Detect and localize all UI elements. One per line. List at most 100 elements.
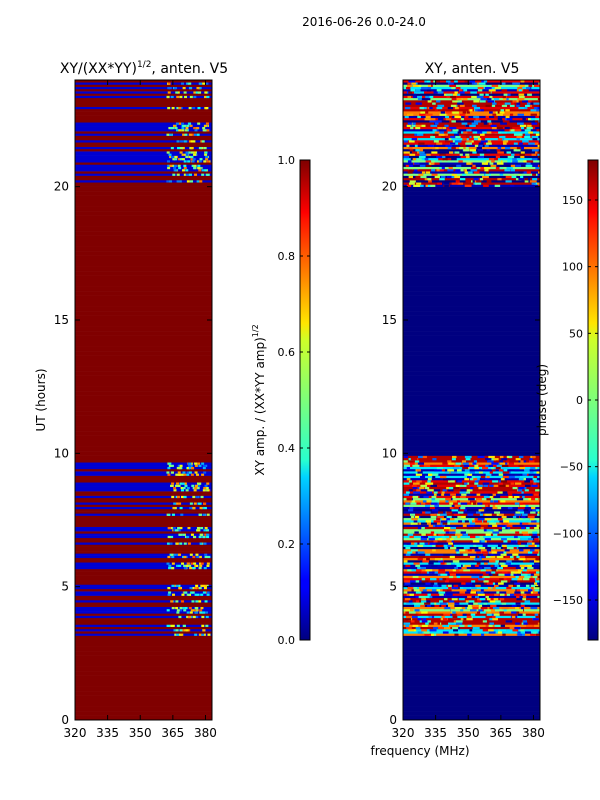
- heatmap-cell: [528, 122, 532, 125]
- heatmap-cell: [515, 575, 519, 579]
- heatmap-cell: [444, 506, 451, 510]
- heatmap-row: [403, 637, 540, 641]
- heatmap-row: [75, 253, 212, 256]
- heatmap-cell: [527, 104, 533, 107]
- heatmap-cell: [422, 500, 427, 503]
- heatmap-row: [403, 111, 540, 114]
- heatmap-cell: [485, 97, 492, 101]
- heatmap-cell: [470, 613, 476, 616]
- heatmap-cell: [457, 182, 464, 185]
- heatmap-cell: [454, 464, 461, 467]
- heatmap-cell: [170, 484, 174, 487]
- heatmap-row: [403, 462, 540, 465]
- heatmap-cell: [485, 171, 490, 174]
- heatmap-cell: [504, 548, 510, 552]
- heatmap-cell: [458, 597, 465, 601]
- heatmap-cell: [462, 482, 466, 485]
- heatmap-cell: [496, 591, 500, 594]
- heatmap-cell: [413, 580, 420, 583]
- heatmap-cell: [200, 495, 204, 499]
- heatmap-row: [403, 288, 540, 292]
- heatmap-row: [403, 540, 540, 543]
- heatmap-cell: [469, 475, 476, 479]
- heatmap-cell: [501, 464, 509, 467]
- heatmap-cell: [179, 628, 183, 632]
- heatmap-cell: [203, 542, 207, 545]
- heatmap-cell: [495, 600, 501, 603]
- heatmap-cell: [518, 88, 522, 92]
- heatmap-row: [75, 344, 212, 347]
- heatmap-row: [403, 584, 540, 587]
- heatmap-cell: [508, 495, 513, 499]
- heatmap-cell: [457, 535, 461, 539]
- heatmap-cell: [413, 588, 420, 592]
- heatmap-cell: [501, 457, 508, 461]
- heatmap-cell: [404, 597, 411, 601]
- heatmap-row: [75, 553, 212, 556]
- heatmap-cell: [472, 628, 478, 632]
- heatmap-cell: [524, 484, 531, 487]
- heatmap-cell: [421, 611, 428, 614]
- heatmap-cell: [199, 611, 203, 614]
- heatmap-cell: [531, 484, 538, 487]
- heatmap-cell: [174, 528, 178, 532]
- heatmap-cell: [183, 473, 187, 476]
- heatmap-cell: [442, 522, 448, 525]
- heatmap-cell: [515, 491, 522, 494]
- heatmap-cell: [534, 588, 540, 592]
- heatmap-cell: [166, 471, 170, 474]
- heatmap-cell: [503, 520, 510, 523]
- heatmap-cell: [509, 120, 517, 123]
- heatmap-cell: [182, 133, 186, 136]
- heatmap-cell: [538, 631, 540, 634]
- heatmap-cell: [518, 93, 525, 96]
- heatmap-cell: [418, 173, 424, 176]
- heatmap-row: [75, 117, 212, 121]
- heatmap-row: [75, 195, 212, 199]
- phase-colorbar-tick-label: −100: [553, 527, 583, 540]
- heatmap-row: [75, 200, 212, 203]
- heatmap-row: [403, 528, 540, 532]
- phase-colorbar-tick-label: 0: [576, 394, 583, 407]
- heatmap-cell: [523, 564, 531, 567]
- heatmap-row: [75, 115, 212, 119]
- heatmap-cell: [520, 151, 525, 154]
- heatmap-cell: [489, 88, 496, 92]
- heatmap-cell: [188, 564, 192, 567]
- heatmap-row: [75, 666, 212, 670]
- heatmap-cell: [411, 484, 417, 487]
- heatmap-cell: [482, 628, 490, 632]
- heatmap-cell: [517, 506, 525, 510]
- heatmap-cell: [485, 560, 492, 563]
- heatmap-cell: [410, 515, 415, 519]
- heatmap-cell: [516, 597, 524, 601]
- heatmap-cell: [483, 575, 490, 579]
- heatmap-cell: [508, 584, 515, 587]
- heatmap-cell: [180, 82, 184, 85]
- amplitude-xtick-label: 320: [64, 726, 87, 740]
- heatmap-row: [75, 711, 212, 714]
- heatmap-cell: [199, 157, 203, 161]
- heatmap-cell: [421, 533, 426, 536]
- heatmap-row: [75, 517, 212, 521]
- heatmap-cell: [474, 557, 481, 561]
- heatmap-cell: [191, 164, 195, 167]
- heatmap-cell: [446, 128, 452, 132]
- heatmap-cell: [181, 628, 185, 632]
- heatmap-row: [403, 126, 540, 130]
- heatmap-cell: [535, 126, 540, 130]
- heatmap-row: [403, 426, 540, 430]
- heatmap-cell: [418, 555, 425, 559]
- heatmap-cell: [530, 466, 536, 470]
- heatmap-cell: [445, 157, 452, 161]
- heatmap-cell: [180, 633, 184, 636]
- heatmap-cell: [492, 615, 496, 619]
- heatmap-cell: [192, 486, 196, 490]
- heatmap-cell: [433, 162, 440, 165]
- heatmap-cell: [462, 524, 467, 527]
- heatmap-cell: [192, 140, 196, 143]
- heatmap-row: [75, 573, 212, 576]
- heatmap-cell: [462, 137, 467, 141]
- heatmap-row: [403, 257, 540, 261]
- heatmap-cell: [537, 553, 540, 556]
